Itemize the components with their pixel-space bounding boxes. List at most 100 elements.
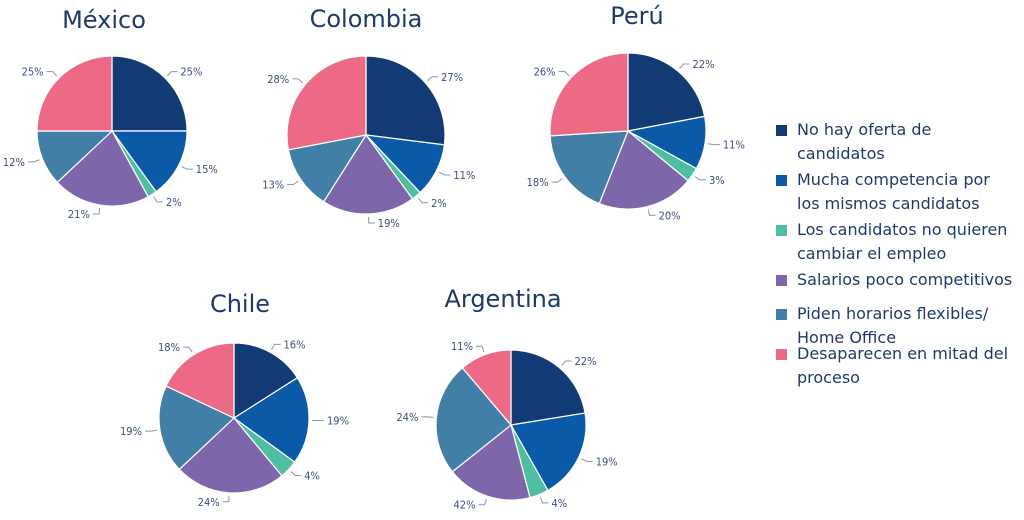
slice-desaparecen: [461, 349, 512, 427]
data-label-horarios: 12%: [3, 156, 25, 169]
data-label-horarios: 18%: [527, 176, 549, 189]
leader-line: [551, 178, 563, 183]
pie-title: Perú: [610, 2, 663, 30]
data-label-no-oferta: 16%: [284, 338, 306, 351]
pie-title: Argentina: [444, 285, 561, 313]
data-label-no-oferta: 22%: [575, 355, 597, 368]
leader-line: [581, 458, 593, 462]
pie-title: Colombia: [310, 5, 423, 33]
legend-label: Salarios poco competitivos: [797, 270, 1013, 289]
data-label-competencia: 11%: [453, 169, 475, 182]
leader-line: [287, 180, 299, 185]
data-label-salarios: 20%: [659, 209, 681, 222]
slice-no-oferta: [233, 342, 299, 420]
leader-line: [427, 76, 438, 82]
legend-item-competencia: Mucha competencia por los mismos candida…: [775, 168, 990, 216]
leader-line: [679, 63, 690, 69]
slice-no-oferta: [111, 55, 188, 132]
leader-line: [181, 165, 193, 170]
leader-line: [292, 78, 304, 84]
data-label-no-oferta: 25%: [180, 66, 202, 79]
leader-line: [222, 495, 230, 503]
data-label-desaparecen: 18%: [158, 341, 180, 354]
leader-line: [153, 196, 163, 203]
legend-item-salarios: Salarios poco competitivos: [775, 268, 1012, 292]
slice-desaparecen: [165, 342, 235, 419]
data-label-no-quieren: 4%: [552, 497, 568, 510]
leader-line: [145, 429, 158, 432]
data-label-no-quieren: 2%: [166, 196, 182, 209]
legend-swatch: [776, 309, 787, 320]
legend-swatch: [776, 275, 787, 286]
pie-0: México 25% 15% 2% 21% 12% 25%: [3, 6, 218, 221]
slice-salarios: [322, 133, 414, 215]
data-label-desaparecen: 28%: [267, 73, 289, 86]
legend-item-no-quieren: Los candidatos no quieren cambiar el emp…: [775, 218, 1007, 266]
data-label-salarios: 21%: [68, 208, 90, 221]
slice-horarios: [435, 367, 512, 473]
data-label-horarios: 13%: [262, 179, 284, 192]
leader-line: [46, 71, 58, 77]
legend-label: Piden horarios flexibles/ Home Office: [797, 304, 989, 347]
leader-line: [694, 176, 706, 181]
slice-salarios: [178, 417, 283, 494]
data-label-competencia: 19%: [596, 455, 618, 468]
slice-horarios: [287, 134, 368, 203]
leader-line: [368, 216, 375, 224]
data-label-no-quieren: 2%: [431, 197, 447, 210]
pie-3: Chile 16% 19% 4% 24% 19% 18%: [120, 290, 349, 509]
slice-desaparecen: [286, 55, 367, 151]
leader-line: [539, 497, 549, 504]
leader-line: [558, 70, 570, 76]
legend-item-desaparecen: Desaparecen en mitad del proceso: [775, 342, 1008, 390]
data-label-salarios: 24%: [198, 496, 220, 509]
slice-no-oferta: [627, 52, 706, 132]
leader-line: [27, 159, 40, 163]
legend-label: Los candidatos no quieren cambiar el emp…: [797, 220, 1008, 263]
slice-no-oferta: [365, 55, 446, 146]
pie-title: México: [62, 6, 146, 34]
slice-competencia: [510, 412, 587, 492]
slice-competencia: [232, 376, 310, 463]
pie-2: Perú 22% 11% 3% 20% 18% 26%: [527, 2, 745, 222]
leader-line: [166, 71, 178, 77]
data-label-competencia: 15%: [196, 163, 218, 176]
data-label-no-quieren: 4%: [304, 470, 320, 483]
leader-line: [478, 498, 487, 506]
data-label-no-quieren: 3%: [709, 174, 725, 187]
legend-label: No hay oferta de candidatos: [797, 120, 932, 163]
leader-line: [561, 360, 572, 366]
legend-swatch: [776, 225, 787, 236]
pie-4: Argentina 22% 19% 4% 42% 24% 11%: [396, 285, 617, 512]
legend-swatch: [776, 349, 787, 360]
slice-salarios: [598, 130, 689, 210]
data-label-desaparecen: 11%: [451, 340, 473, 353]
leader-line: [647, 209, 656, 216]
data-label-desaparecen: 26%: [534, 65, 556, 78]
legend-label: Desaparecen en mitad del proceso: [797, 344, 1009, 387]
slice-salarios: [451, 423, 531, 501]
slice-salarios: [56, 130, 149, 207]
slice-desaparecen: [36, 55, 113, 132]
data-label-horarios: 19%: [120, 425, 142, 438]
slice-horarios: [158, 385, 236, 471]
leader-line: [421, 416, 434, 418]
legend-label: Mucha competencia por los mismos candida…: [797, 170, 990, 213]
data-label-competencia: 11%: [723, 139, 745, 152]
slice-horarios: [549, 130, 629, 205]
slice-no-oferta: [510, 349, 586, 426]
legend-item-horarios: Piden horarios flexibles/ Home Office: [775, 302, 988, 350]
leader-line: [707, 143, 720, 146]
data-label-competencia: 19%: [327, 415, 349, 428]
leader-line: [438, 171, 451, 176]
leader-line: [290, 471, 302, 476]
legend-swatch: [776, 125, 787, 136]
legend-item-no-oferta: No hay oferta de candidatos: [775, 118, 931, 166]
data-label-horarios: 24%: [396, 411, 418, 424]
slice-competencia: [110, 130, 188, 193]
leader-line: [271, 343, 281, 350]
data-label-no-oferta: 22%: [693, 58, 715, 71]
data-label-salarios: 42%: [454, 499, 476, 512]
leader-line: [92, 207, 101, 215]
